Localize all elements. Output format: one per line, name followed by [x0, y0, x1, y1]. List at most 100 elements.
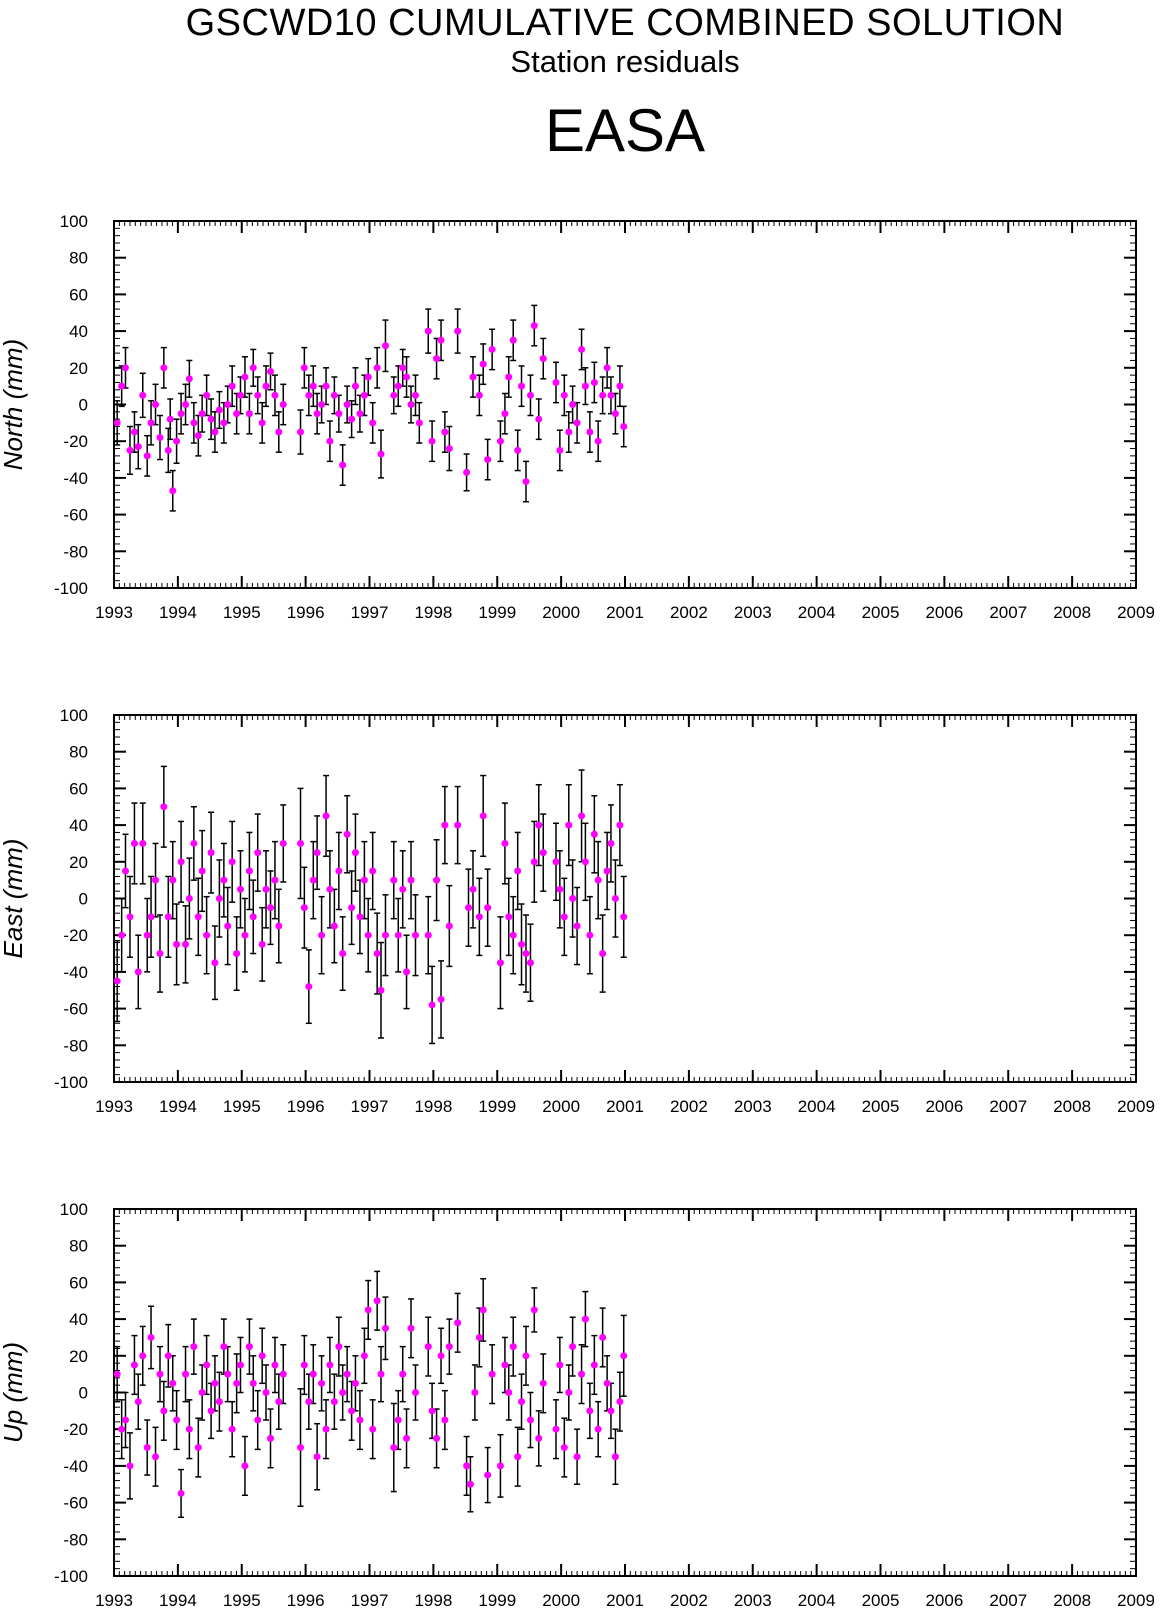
data-point: [526, 1416, 534, 1424]
data-point: [581, 1315, 589, 1323]
data-point: [139, 839, 147, 847]
data-point: [569, 401, 577, 408]
data-point: [428, 1407, 436, 1415]
x-tick-label: 2006: [925, 1591, 963, 1610]
data-point: [573, 1453, 581, 1461]
data-point: [603, 1379, 611, 1387]
data-point: [190, 839, 198, 847]
data-point: [322, 812, 330, 820]
data-point: [126, 913, 134, 921]
data-point: [343, 1370, 351, 1378]
data-point: [594, 1425, 602, 1433]
data-point: [620, 423, 628, 431]
data-point: [215, 406, 223, 414]
data-point: [194, 913, 202, 921]
data-point: [207, 415, 215, 423]
data-point: [369, 867, 377, 875]
data-point: [565, 821, 573, 829]
y-tick-label: -80: [63, 542, 88, 561]
data-point: [356, 913, 364, 921]
data-point: [185, 1425, 193, 1433]
data-point: [113, 1370, 121, 1378]
x-tick-label: 2001: [606, 1097, 644, 1116]
x-tick-label: 2000: [542, 1097, 580, 1116]
data-point: [166, 415, 174, 423]
data-point: [360, 1352, 368, 1360]
y-axis-label: Up (mm): [0, 1342, 28, 1443]
data-point: [539, 1379, 547, 1387]
data-point: [262, 885, 270, 893]
data-point: [156, 434, 164, 442]
data-point: [373, 1297, 381, 1305]
x-tick-label: 1995: [223, 603, 261, 622]
y-tick-label: -60: [63, 1494, 88, 1513]
x-tick-label: 1997: [351, 1097, 389, 1116]
data-point: [203, 391, 211, 399]
data-point: [599, 1333, 607, 1341]
data-point: [590, 378, 598, 386]
y-tick-label: 40: [69, 816, 88, 835]
data-point: [220, 876, 228, 884]
data-point: [224, 401, 232, 408]
data-point: [441, 1416, 449, 1424]
data-point: [518, 1398, 526, 1406]
data-point: [390, 876, 398, 884]
data-point: [390, 1444, 398, 1452]
data-point: [130, 839, 138, 847]
data-point: [275, 1398, 283, 1406]
x-tick-label: 1998: [414, 603, 452, 622]
data-point: [143, 452, 151, 460]
data-point: [313, 1453, 321, 1461]
data-point: [403, 373, 411, 381]
data-point: [339, 461, 347, 469]
x-tick-label: 1999: [478, 603, 516, 622]
data-point: [313, 849, 321, 857]
data-point: [488, 1370, 496, 1378]
data-point: [552, 378, 560, 386]
data-point: [335, 1343, 343, 1351]
y-tick-label: -100: [54, 1073, 88, 1092]
data-point: [169, 876, 177, 884]
data-point: [411, 931, 419, 939]
y-tick-label: 60: [69, 1273, 88, 1292]
data-point: [424, 931, 432, 939]
data-point: [249, 364, 257, 372]
data-point: [607, 1407, 615, 1415]
data-point: [445, 922, 453, 930]
data-point: [607, 391, 615, 399]
y-tick-label: 40: [69, 322, 88, 341]
x-tick-label: 1998: [414, 1097, 452, 1116]
data-point: [297, 839, 305, 847]
data-point: [164, 446, 172, 454]
y-tick-label: 100: [60, 1200, 88, 1219]
data-point: [578, 345, 586, 353]
data-point: [569, 895, 577, 902]
data-point: [236, 1361, 244, 1369]
x-tick-label: 2005: [862, 1591, 900, 1610]
y-tick-label: 60: [69, 285, 88, 304]
data-point: [330, 922, 338, 930]
data-point: [300, 364, 308, 372]
data-point: [228, 382, 236, 390]
data-point: [424, 327, 432, 335]
data-point: [348, 904, 356, 912]
data-point: [300, 1361, 308, 1369]
data-point: [484, 1471, 492, 1479]
data-point: [488, 345, 496, 353]
data-point: [164, 913, 172, 921]
data-point: [245, 1343, 253, 1351]
data-point: [143, 1444, 151, 1452]
data-point: [266, 367, 274, 375]
data-point: [279, 401, 287, 408]
data-point: [599, 391, 607, 399]
data-point: [173, 940, 181, 948]
x-tick-label: 2001: [606, 603, 644, 622]
data-point: [322, 1425, 330, 1433]
data-point: [463, 1462, 471, 1470]
data-point: [569, 1343, 577, 1351]
data-point: [399, 1370, 407, 1378]
data-point: [348, 1407, 356, 1415]
y-tick-label: 20: [69, 359, 88, 378]
y-tick-label: -40: [63, 963, 88, 982]
data-point: [118, 1425, 126, 1433]
